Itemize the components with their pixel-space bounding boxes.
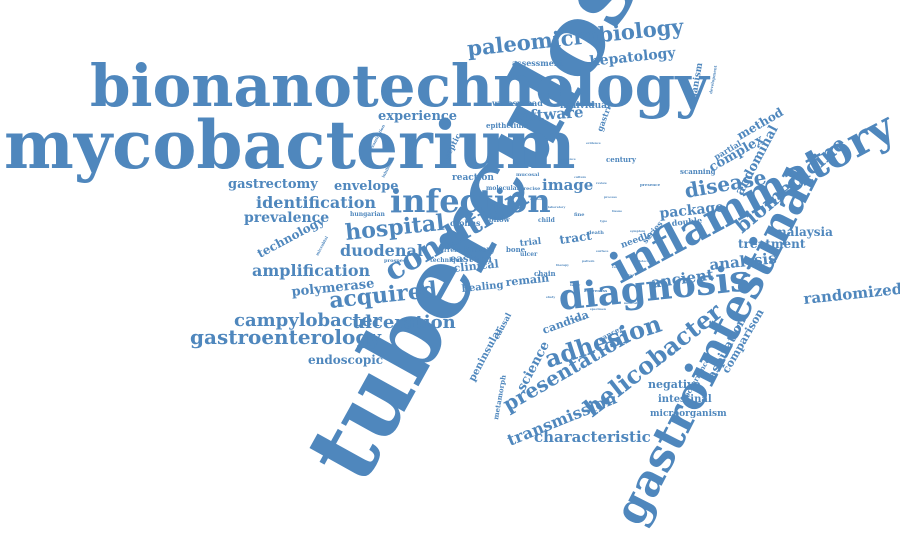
word: technique: [430, 257, 464, 264]
word: duodenal: [340, 241, 423, 260]
word: detection: [638, 259, 655, 263]
word: envelope: [334, 179, 399, 194]
word: negative: [648, 378, 700, 391]
word: factor: [570, 283, 580, 287]
word: history: [464, 244, 496, 254]
word: reaction: [452, 173, 494, 183]
word: bone: [506, 245, 526, 254]
word: antibody: [530, 197, 545, 201]
word: epithelium: [486, 121, 529, 130]
word: microorganism: [650, 409, 727, 419]
word: ulcer: [520, 251, 538, 258]
word: infection: [390, 182, 551, 220]
word: development: [708, 65, 718, 94]
word: trial: [519, 237, 542, 249]
word: characteristic: [534, 428, 651, 446]
word: death: [588, 230, 604, 236]
word: follow: [486, 215, 511, 224]
word: type: [600, 219, 607, 223]
word: remain: [505, 271, 550, 289]
word: package: [659, 199, 725, 222]
word: study: [546, 295, 555, 299]
word: fine: [574, 212, 584, 218]
word: specimen: [590, 307, 607, 311]
word: symptom: [630, 229, 646, 233]
word: process: [604, 195, 617, 199]
word: tract: [558, 229, 593, 247]
word: scanning: [680, 167, 716, 176]
word: medical: [624, 301, 638, 305]
word: campylobacter: [234, 310, 383, 331]
word: gastrectomy: [228, 177, 318, 192]
word: mucosal: [516, 172, 539, 178]
word: software: [511, 103, 584, 126]
word: mycobacterium: [4, 106, 576, 184]
word: result: [612, 265, 622, 269]
word: evidence: [586, 141, 601, 145]
word: molecular: [486, 185, 521, 192]
word: surface: [596, 249, 609, 253]
word: individual: [560, 101, 611, 111]
word: widespread: [491, 98, 543, 108]
word: assessment: [512, 58, 564, 68]
word: randomized: [803, 280, 900, 308]
word: image: [542, 176, 593, 194]
word: identification: [256, 193, 376, 212]
word: prevalence: [244, 210, 329, 226]
word: bionanotechnology: [90, 52, 711, 120]
word: microbial: [314, 235, 329, 257]
word: experience: [378, 109, 457, 124]
word: ulceration: [352, 312, 456, 333]
word: sequence: [560, 157, 576, 161]
word: prospect: [384, 258, 409, 264]
word: endoscopic: [308, 353, 383, 367]
word: review: [596, 181, 607, 185]
word: healing: [461, 280, 504, 295]
word: control: [622, 273, 635, 277]
word: therapy: [556, 263, 569, 267]
word: presence: [640, 182, 661, 187]
word: century: [606, 155, 637, 164]
word: laboratory: [548, 205, 566, 209]
word: child: [538, 217, 556, 224]
word: current: [436, 247, 462, 254]
word: gastroenterology: [190, 325, 382, 349]
word: treatment: [738, 237, 806, 251]
word: tissue: [612, 209, 622, 213]
word: amplification: [252, 261, 371, 280]
word: precise: [520, 186, 540, 192]
word: awareness: [584, 288, 608, 293]
word: hungarian: [350, 211, 385, 218]
word: malaysia: [774, 225, 833, 239]
word: chain: [534, 269, 556, 278]
word: pattern: [582, 259, 595, 263]
word: eastern: [450, 254, 493, 265]
word: clinical: [453, 257, 499, 275]
word: culture: [574, 175, 586, 179]
word: double: [671, 215, 702, 228]
word: research: [570, 317, 585, 321]
word: intestinal: [658, 394, 712, 405]
word: crohns: [450, 218, 481, 228]
